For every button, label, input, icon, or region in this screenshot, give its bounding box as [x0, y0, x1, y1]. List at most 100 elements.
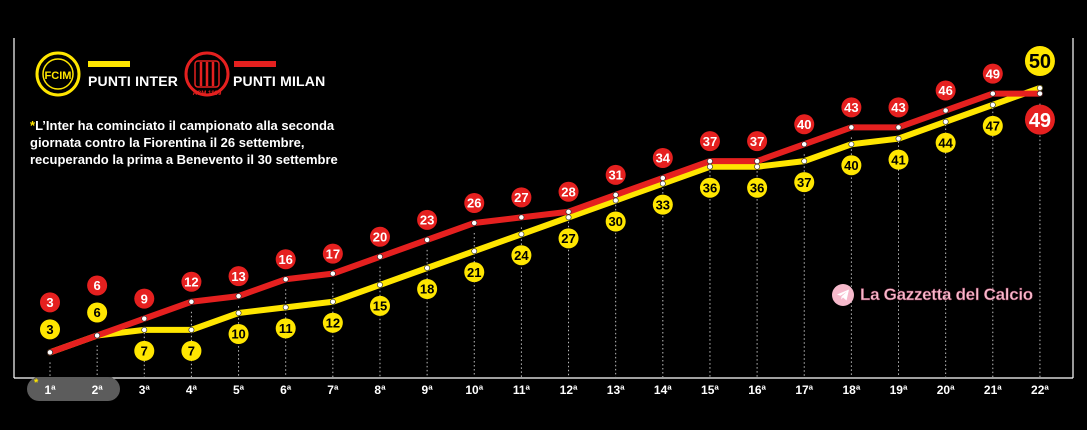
footnote: *L’Inter ha cominciato il campionato all… — [30, 117, 360, 168]
inter-label-bubble — [888, 149, 909, 170]
telegram-icon — [832, 284, 854, 306]
milan-data-label: 46 — [938, 83, 952, 98]
watermark-text: La Gazzetta del Calcio — [860, 285, 1034, 304]
inter-data-label: 30 — [608, 214, 622, 229]
inter-label-bubble — [40, 319, 60, 340]
milan-data-label: 9 — [141, 291, 148, 306]
x-tick-label: 16ª — [748, 383, 766, 397]
inter-point — [848, 141, 855, 148]
milan-data-label: 37 — [703, 134, 717, 149]
inter-point — [235, 310, 242, 316]
series-lines — [47, 85, 1043, 356]
x-tick-label: 2ª — [92, 383, 104, 397]
x-tick-label: 13ª — [607, 383, 625, 397]
data-labels: 3366971271310161117122015231826212724282… — [40, 46, 1055, 361]
inter-label-bubble — [322, 312, 343, 333]
milan-label-bubble — [87, 275, 108, 296]
inter-data-label: 41 — [891, 152, 905, 167]
inter-point — [518, 231, 525, 238]
milan-data-label: 34 — [656, 151, 671, 166]
inter-point — [282, 304, 289, 311]
x-tick-label: 9ª — [422, 383, 434, 397]
inter-data-label: 36 — [750, 180, 764, 195]
milan-label-bubble — [322, 243, 343, 264]
inter-point — [141, 326, 148, 333]
x-tick-label: 5ª — [233, 383, 245, 397]
milan-logo-icon: ACM 1899 — [184, 51, 230, 97]
x-tick-label: 15ª — [701, 383, 719, 397]
inter-label-bubble — [181, 340, 202, 361]
x-tick-label: 1ª — [44, 383, 56, 397]
svg-text:ACM 1899: ACM 1899 — [193, 91, 222, 97]
inter-point — [1037, 85, 1043, 91]
milan-label-bubble — [464, 193, 485, 213]
milan-data-label: 31 — [608, 168, 622, 183]
inter-legend-label: PUNTI INTER — [88, 73, 179, 89]
inter-legend-swatch — [88, 61, 130, 67]
footnote-star: * — [30, 118, 36, 133]
x-tick-label: 8ª — [374, 383, 386, 397]
inter-data-label: 33 — [656, 197, 670, 212]
milan-label-bubble — [652, 148, 673, 168]
inter-data-label: 7 — [188, 344, 195, 359]
x-tick-label: 7ª — [327, 383, 339, 397]
milan-data-label: 43 — [844, 100, 858, 115]
milan-label-bubble — [747, 131, 768, 152]
milan-data-label: 6 — [94, 278, 101, 293]
inter-label-bubble — [369, 295, 390, 316]
milan-point — [754, 158, 760, 165]
milan-point — [424, 236, 431, 243]
milan-label-bubble — [134, 288, 155, 309]
milan-label-bubble — [228, 266, 249, 287]
inter-label-bubble — [699, 177, 720, 198]
inter-data-label: 7 — [141, 344, 148, 359]
inter-point — [942, 118, 949, 125]
milan-label-bubble — [888, 97, 909, 118]
milan-label-bubble — [511, 187, 532, 208]
x-tick-labels: 1ª 2ª 3ª 4ª 5ª 6ª 7ª 8ª 9ª 10ª 11ª 12ª 13ª 14ª 15ª 16ª 1… — [44, 383, 1049, 397]
x-tick-label: 6ª — [280, 383, 292, 397]
inter-data-label: 6 — [94, 305, 101, 320]
x-tick-label: 18ª — [842, 383, 860, 397]
inter-data-label: 3 — [46, 322, 53, 337]
milan-data-label: 12 — [184, 274, 198, 289]
inter-label-bubble — [652, 194, 673, 215]
inter-point — [895, 135, 902, 142]
milan-data-label: 27 — [514, 190, 528, 205]
inter-label-bubble — [275, 318, 296, 339]
inter-data-label: 18 — [420, 282, 434, 297]
inter-point — [94, 332, 101, 339]
inter-point — [47, 349, 53, 356]
x-tick-label: 3ª — [139, 383, 151, 397]
milan-point — [1037, 90, 1043, 97]
inter-data-label: 36 — [703, 180, 717, 195]
milan-label-bubble — [1024, 104, 1055, 135]
milan-data-label: 49 — [1029, 110, 1051, 132]
milan-label-bubble — [181, 271, 202, 292]
inter-point — [188, 326, 195, 333]
x-tick-label: 19ª — [890, 383, 908, 397]
first-rounds-highlight — [27, 377, 120, 401]
milan-label-bubble — [841, 97, 862, 118]
milan-label-bubble — [417, 209, 438, 230]
inter-point — [377, 281, 383, 288]
milan-point — [942, 107, 949, 114]
milan-data-label: 43 — [891, 100, 905, 115]
milan-data-label: 40 — [797, 117, 811, 132]
inter-data-label: 10 — [231, 327, 245, 342]
milan-point — [612, 191, 619, 198]
milan-point — [659, 175, 666, 181]
svg-text:FCIM: FCIM — [45, 70, 72, 82]
inter-label-bubble — [605, 211, 626, 232]
milan-label-bubble — [275, 249, 296, 270]
inter-data-label: 37 — [797, 175, 811, 190]
milan-label-bubble — [699, 131, 720, 152]
x-tick-label: 17ª — [795, 383, 813, 397]
milan-point — [801, 141, 808, 148]
milan-legend-swatch — [234, 61, 276, 67]
inter-label-bubble — [511, 245, 532, 266]
inter-label-bubble — [935, 132, 956, 153]
inter-data-label: 50 — [1029, 51, 1051, 73]
milan-point — [989, 90, 996, 97]
